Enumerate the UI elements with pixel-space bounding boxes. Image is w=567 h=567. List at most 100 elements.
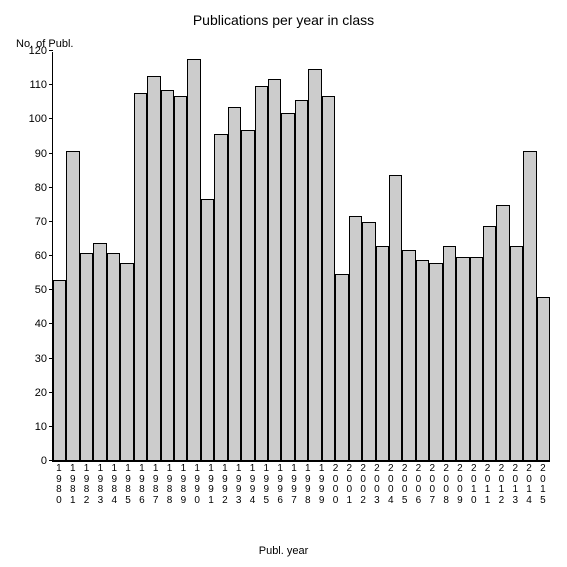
bar <box>537 297 550 461</box>
bar <box>66 151 79 461</box>
bar <box>443 246 456 461</box>
x-tick-label: 1999 <box>315 464 329 506</box>
x-tick-label: 1984 <box>107 464 121 506</box>
bar <box>80 253 93 461</box>
bar <box>308 69 321 461</box>
y-tick-label: 70 <box>35 216 53 228</box>
y-tick-mark <box>49 358 53 359</box>
bar <box>93 243 106 461</box>
bar <box>268 79 281 461</box>
y-tick-mark <box>49 153 53 154</box>
bar <box>416 260 429 461</box>
bar <box>496 205 509 461</box>
y-tick-mark <box>49 426 53 427</box>
x-tick-label: 1997 <box>287 464 301 506</box>
bars-group <box>53 52 550 461</box>
bar <box>187 59 200 461</box>
y-tick-label: 20 <box>35 387 53 399</box>
y-tick-mark <box>49 50 53 51</box>
x-tick-label: 2007 <box>425 464 439 506</box>
x-tick-label: 2011 <box>481 464 495 506</box>
x-tick-label: 1996 <box>273 464 287 506</box>
y-tick-label: 110 <box>29 79 53 91</box>
x-tick-label: 2004 <box>384 464 398 506</box>
y-tick-mark <box>49 255 53 256</box>
y-tick-label: 80 <box>35 182 53 194</box>
x-tick-label: 1986 <box>135 464 149 506</box>
x-tick-label: 1994 <box>246 464 260 506</box>
x-tick-label: 2000 <box>329 464 343 506</box>
x-tick-label: 2002 <box>356 464 370 506</box>
bar <box>214 134 227 461</box>
x-tick-label: 2009 <box>453 464 467 506</box>
bar <box>402 250 415 461</box>
x-tick-label: 1992 <box>218 464 232 506</box>
y-tick-mark <box>49 323 53 324</box>
y-tick-label: 100 <box>29 113 53 125</box>
bar <box>483 226 496 461</box>
x-tick-label: 2014 <box>522 464 536 506</box>
y-tick-label: 50 <box>35 284 53 296</box>
x-tick-label: 1995 <box>259 464 273 506</box>
x-tick-label: 1998 <box>301 464 315 506</box>
x-tick-label: 1982 <box>80 464 94 506</box>
plot-area: 0102030405060708090100110120 <box>52 52 550 462</box>
x-tick-label: 2008 <box>439 464 453 506</box>
y-tick-label: 90 <box>35 148 53 160</box>
x-tick-label: 1981 <box>66 464 80 506</box>
bar <box>295 100 308 461</box>
x-tick-label: 2010 <box>467 464 481 506</box>
bar <box>349 216 362 461</box>
y-tick-label: 30 <box>35 353 53 365</box>
x-tick-label: 1985 <box>121 464 135 506</box>
bar <box>470 257 483 462</box>
x-tick-label: 1989 <box>176 464 190 506</box>
bar <box>201 199 214 461</box>
y-tick-mark <box>49 460 53 461</box>
bar <box>241 130 254 461</box>
bar <box>53 280 66 461</box>
bar <box>281 113 294 461</box>
bar <box>174 96 187 461</box>
y-tick-label: 120 <box>29 45 53 57</box>
bar <box>376 246 389 461</box>
x-tick-label: 1987 <box>149 464 163 506</box>
bar <box>107 253 120 461</box>
bar <box>255 86 268 461</box>
bar <box>322 96 335 461</box>
y-tick-mark <box>49 392 53 393</box>
x-tick-label: 2015 <box>536 464 550 506</box>
x-tick-label: 2012 <box>495 464 509 506</box>
bar <box>523 151 536 461</box>
y-tick-mark <box>49 221 53 222</box>
bar <box>429 263 442 461</box>
bar <box>362 222 375 461</box>
x-tick-label: 2006 <box>412 464 426 506</box>
x-tick-label: 1983 <box>93 464 107 506</box>
x-tick-label: 2001 <box>342 464 356 506</box>
x-labels-group: 1980198119821983198419851986198719881989… <box>52 464 550 506</box>
y-tick-label: 10 <box>35 421 53 433</box>
chart-container: Publications per year in class No. of Pu… <box>0 0 567 567</box>
bar <box>161 90 174 462</box>
x-tick-label: 2013 <box>508 464 522 506</box>
x-tick-label: 1988 <box>163 464 177 506</box>
bar <box>456 257 469 462</box>
bar <box>510 246 523 461</box>
y-tick-mark <box>49 187 53 188</box>
bar <box>134 93 147 461</box>
chart-title: Publications per year in class <box>0 12 567 28</box>
y-tick-label: 60 <box>35 250 53 262</box>
x-tick-label: 1980 <box>52 464 66 506</box>
x-axis-label: Publ. year <box>0 545 567 557</box>
bar <box>147 76 160 461</box>
bar <box>228 107 241 461</box>
x-tick-label: 2005 <box>398 464 412 506</box>
y-tick-mark <box>49 84 53 85</box>
bar <box>120 263 133 461</box>
x-tick-label: 1990 <box>190 464 204 506</box>
x-tick-label: 1993 <box>232 464 246 506</box>
x-tick-label: 2003 <box>370 464 384 506</box>
y-tick-mark <box>49 289 53 290</box>
bar <box>335 274 348 461</box>
